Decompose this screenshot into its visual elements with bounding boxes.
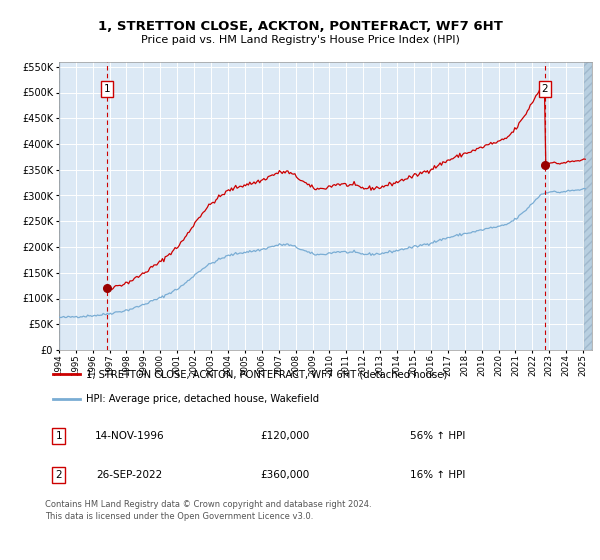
Text: 16% ↑ HPI: 16% ↑ HPI (410, 470, 466, 480)
Text: 2: 2 (541, 84, 548, 94)
Text: Contains HM Land Registry data © Crown copyright and database right 2024.
This d: Contains HM Land Registry data © Crown c… (45, 500, 371, 521)
Text: £360,000: £360,000 (260, 470, 310, 480)
Text: Price paid vs. HM Land Registry's House Price Index (HPI): Price paid vs. HM Land Registry's House … (140, 35, 460, 45)
Text: 1: 1 (55, 431, 62, 441)
Text: 1, STRETTON CLOSE, ACKTON, PONTEFRACT, WF7 6HT (detached house): 1, STRETTON CLOSE, ACKTON, PONTEFRACT, W… (86, 370, 447, 380)
Text: 14-NOV-1996: 14-NOV-1996 (95, 431, 164, 441)
Text: 2: 2 (55, 470, 62, 480)
Text: 56% ↑ HPI: 56% ↑ HPI (410, 431, 466, 441)
Text: 1, STRETTON CLOSE, ACKTON, PONTEFRACT, WF7 6HT: 1, STRETTON CLOSE, ACKTON, PONTEFRACT, W… (98, 20, 502, 34)
Text: 26-SEP-2022: 26-SEP-2022 (97, 470, 163, 480)
Text: 1: 1 (104, 84, 110, 94)
Text: HPI: Average price, detached house, Wakefield: HPI: Average price, detached house, Wake… (86, 394, 319, 404)
Text: £120,000: £120,000 (260, 431, 310, 441)
